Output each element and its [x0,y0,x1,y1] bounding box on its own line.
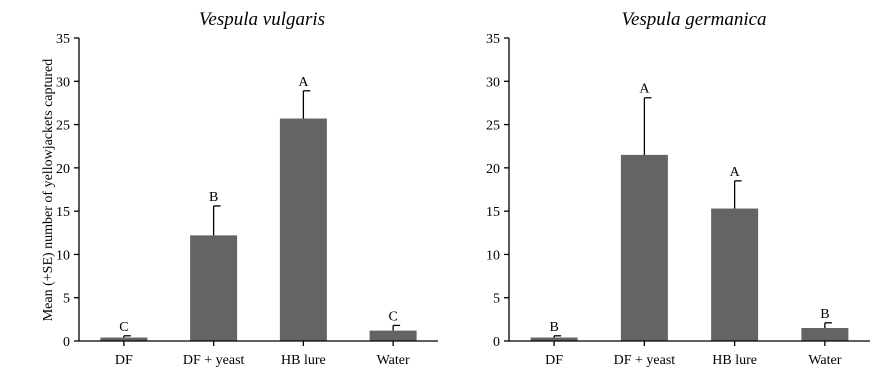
significance-letter: A [639,82,650,97]
y-tick-label: 25 [486,119,500,134]
category-label: DF + yeast [614,353,676,368]
category-label: Water [808,353,841,368]
panel-vespula-germanica: Vespula germanica 0 5 10 15 20 25 30 35 DF DF + y… [486,9,870,368]
bar [801,328,849,341]
y-tick-label: 30 [56,75,70,90]
significance-letter: B [820,307,829,322]
bar [190,235,238,341]
significance-letter: B [549,320,558,335]
category-label: Water [377,353,410,368]
bar [620,154,668,341]
y-tick-label: 5 [63,292,70,307]
category-label: HB lure [281,353,326,368]
category-label: HB lure [712,353,757,368]
panel-title: Vespula vulgaris [199,9,325,30]
y-tick-label: 10 [486,248,500,263]
significance-letter: B [209,190,218,205]
y-tick-label: 30 [486,75,500,90]
significance-letter: C [119,320,128,335]
bar [711,208,759,341]
y-tick-label: 15 [56,205,70,220]
category-label: DF [115,353,133,368]
y-tick-label: 15 [486,205,500,220]
y-axis-label: Mean (+SE) number of yellowjackets captu… [41,59,56,322]
category-label: DF + yeast [183,353,245,368]
bar [369,330,417,341]
y-tick-label: 0 [493,335,500,350]
significance-letter: A [730,165,741,180]
y-tick-label: 10 [56,248,70,263]
significance-letter: C [388,309,397,324]
panel-title: Vespula germanica [621,9,766,30]
panel-vespula-vulgaris: Vespula vulgaris 0 5 10 15 20 25 30 35 DF DF + ye… [56,9,438,368]
y-tick-label: 25 [56,119,70,134]
bar [530,337,578,341]
category-label: DF [545,353,563,368]
bar [100,337,148,341]
y-tick-label: 35 [56,32,70,47]
y-tick-label: 35 [486,32,500,47]
bar [279,118,327,341]
significance-letter: A [298,75,309,90]
y-tick-label: 0 [63,335,70,350]
y-tick-label: 5 [493,292,500,307]
y-tick-label: 20 [486,162,500,177]
y-tick-label: 20 [56,162,70,177]
